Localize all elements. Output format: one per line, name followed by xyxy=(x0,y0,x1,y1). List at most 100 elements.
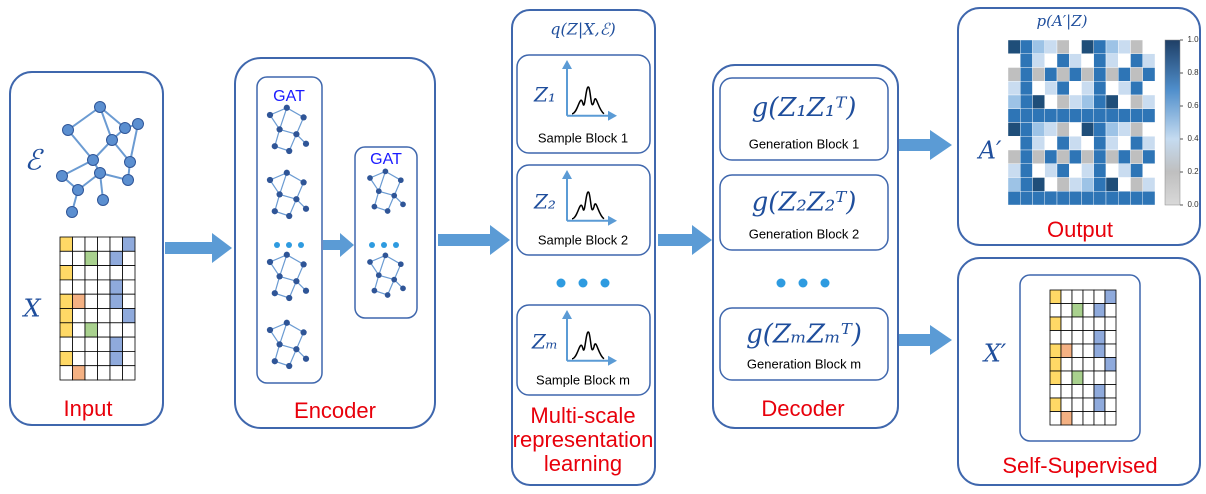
graph-node xyxy=(385,292,391,298)
heatmap-cell xyxy=(1069,123,1081,137)
graph-node xyxy=(300,179,306,185)
ellipsis-dot xyxy=(298,242,304,248)
matrix-cell xyxy=(1083,358,1094,372)
matrix-cell xyxy=(123,237,136,251)
graph-node xyxy=(367,259,373,265)
feature-symbol: X xyxy=(21,295,41,323)
heatmap-cell xyxy=(1020,40,1032,54)
matrix-cell xyxy=(1105,317,1116,331)
heatmap-cell xyxy=(1094,81,1106,95)
graph-node xyxy=(367,175,373,181)
colorbar-tick-label: 0.0 xyxy=(1187,200,1199,209)
arrow xyxy=(898,130,952,160)
heatmap-cell xyxy=(1020,136,1032,150)
matrix-cell xyxy=(73,323,86,337)
matrix-cell xyxy=(1105,371,1116,385)
heatmap-cell xyxy=(1094,54,1106,68)
arrow xyxy=(165,233,232,263)
graph-node xyxy=(267,327,273,333)
matrix-cell xyxy=(1061,358,1072,372)
matrix-cell xyxy=(1105,331,1116,345)
matrix-cell xyxy=(1050,290,1061,304)
graph-node xyxy=(267,177,273,183)
graph-node xyxy=(276,341,282,347)
graph-node xyxy=(400,286,406,292)
matrix-cell xyxy=(85,323,98,337)
heatmap-cell xyxy=(1118,95,1130,109)
matrix-cell xyxy=(85,366,98,380)
heatmap-cell xyxy=(1106,123,1118,137)
graph-node xyxy=(272,143,278,149)
heatmap-cell xyxy=(1118,81,1130,95)
heatmap-cell xyxy=(1020,150,1032,164)
heatmap-cell xyxy=(1131,95,1143,109)
matrix-cell xyxy=(98,237,111,251)
matrix-cell xyxy=(98,323,111,337)
heatmap-cell xyxy=(1057,191,1069,205)
matrix-cell xyxy=(1083,304,1094,318)
heatmap-cell xyxy=(1069,150,1081,164)
matrix-cell xyxy=(1083,331,1094,345)
heatmap-cell xyxy=(1020,54,1032,68)
arrow xyxy=(658,225,712,255)
matrix-cell xyxy=(1061,317,1072,331)
heatmap-cell xyxy=(1082,109,1094,123)
matrix-cell xyxy=(60,251,73,265)
heatmap-cell xyxy=(1143,95,1155,109)
heatmap-cell xyxy=(1020,178,1032,192)
matrix-cell xyxy=(1094,371,1105,385)
heatmap-cell xyxy=(1143,164,1155,178)
heatmap-cell xyxy=(1033,136,1045,150)
heatmap-cell xyxy=(1094,123,1106,137)
ellipsis-dot xyxy=(799,279,808,288)
matrix-cell xyxy=(110,280,123,294)
decoder-label: Decoder xyxy=(761,396,844,421)
matrix-cell xyxy=(1061,398,1072,412)
graph-node xyxy=(133,119,144,130)
matrix-cell xyxy=(98,294,111,308)
heatmap xyxy=(1008,40,1155,205)
graph-node xyxy=(372,204,378,210)
reconstruction-symbol: X′ xyxy=(982,340,1007,368)
graph-node xyxy=(272,208,278,214)
matrix-cell xyxy=(60,351,73,365)
heatmap-cell xyxy=(1131,178,1143,192)
matrix-cell xyxy=(1050,344,1061,358)
heatmap-cell xyxy=(1118,150,1130,164)
heatmap-cell xyxy=(1094,109,1106,123)
heatmap-cell xyxy=(1094,178,1106,192)
matrix-cell xyxy=(85,280,98,294)
graph-node xyxy=(272,290,278,296)
graph-node xyxy=(383,169,389,175)
heatmap-cell xyxy=(1008,123,1020,137)
heatmap-cell xyxy=(1131,191,1143,205)
matrix-cell xyxy=(85,251,98,265)
heatmap-cell xyxy=(1008,81,1020,95)
graph-node xyxy=(125,157,136,168)
heatmap-cell xyxy=(1094,95,1106,109)
matrix-cell xyxy=(1061,412,1072,426)
heatmap-cell xyxy=(1033,191,1045,205)
heatmap-cell xyxy=(1057,95,1069,109)
heatmap-cell xyxy=(1082,150,1094,164)
multiscale-label: Multi-scale xyxy=(530,403,635,428)
heatmap-cell xyxy=(1118,191,1130,205)
heatmap-cell xyxy=(1094,164,1106,178)
sample-block-label: Sample Block 1 xyxy=(538,130,628,145)
heatmap-cell xyxy=(1057,164,1069,178)
matrix-cell xyxy=(1061,331,1072,345)
heatmap-cell xyxy=(1131,68,1143,82)
graph-node xyxy=(284,252,290,258)
graph-node xyxy=(286,148,292,154)
heatmap-cell xyxy=(1094,68,1106,82)
graph-node xyxy=(376,272,382,278)
feature-matrix xyxy=(60,237,135,380)
graph-node xyxy=(276,191,282,197)
graph-node xyxy=(272,358,278,364)
matrix-cell xyxy=(73,280,86,294)
heatmap-cell xyxy=(1057,68,1069,82)
graph-node xyxy=(398,177,404,183)
heatmap-cell xyxy=(1143,150,1155,164)
matrix-cell xyxy=(1105,385,1116,399)
matrix-cell xyxy=(1072,317,1083,331)
